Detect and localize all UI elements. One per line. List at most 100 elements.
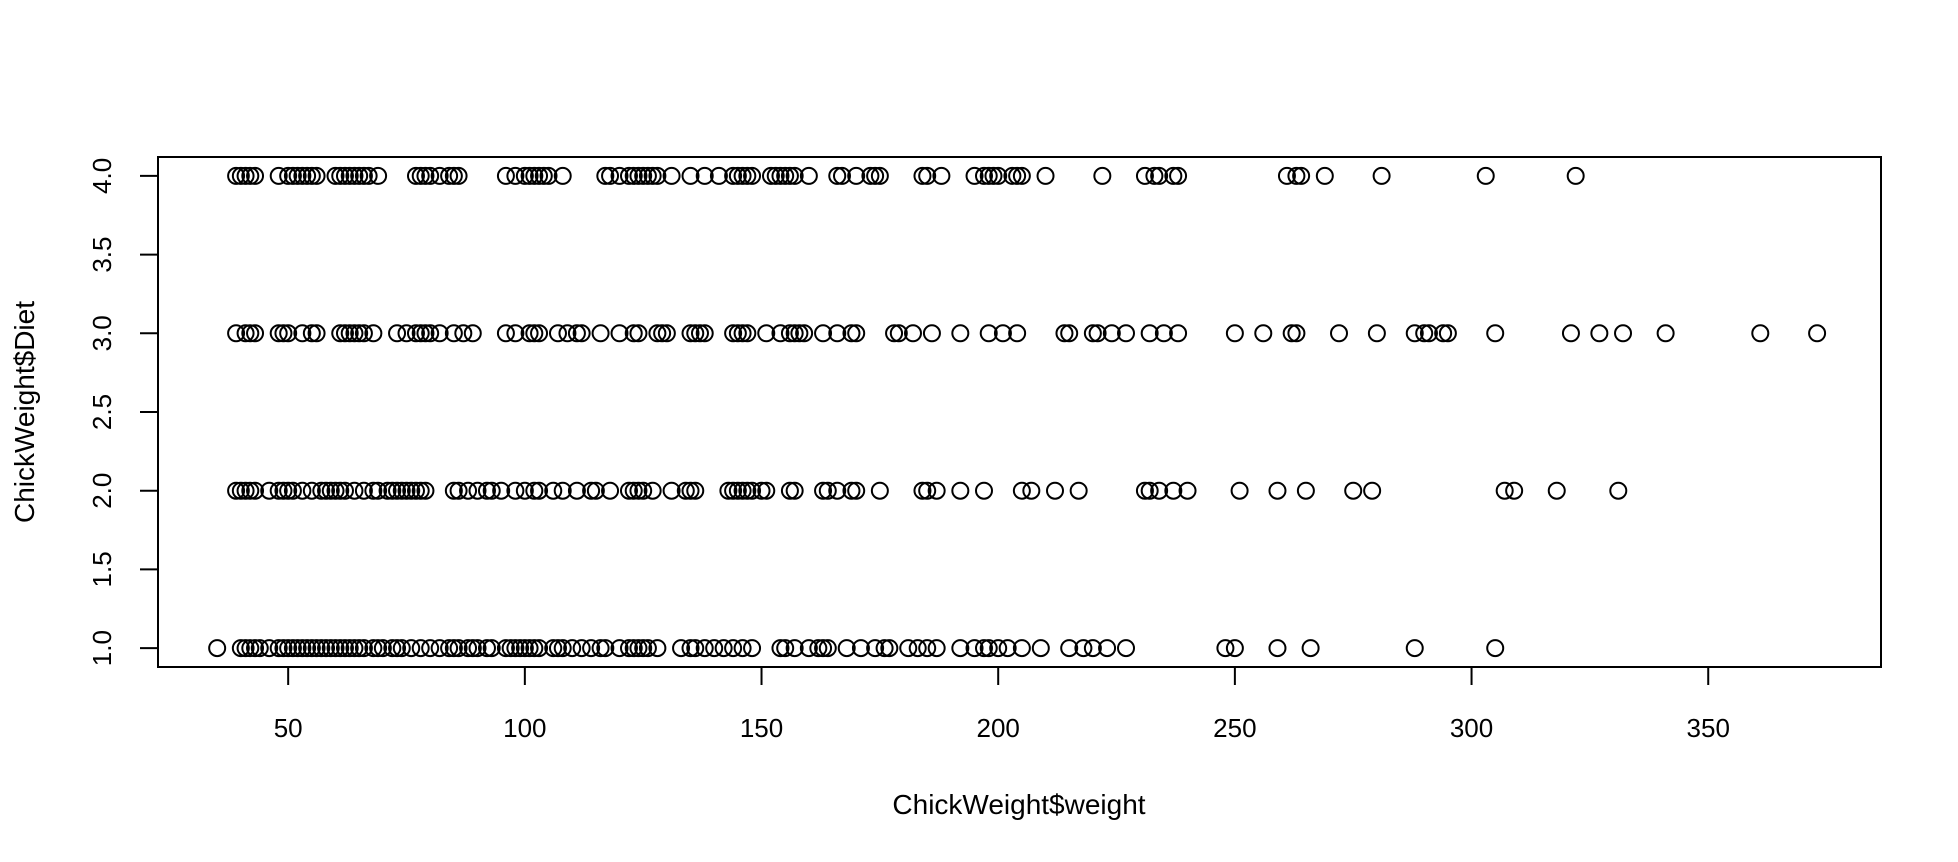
data-point	[1164, 166, 1183, 185]
data-point	[842, 324, 861, 343]
data-point	[913, 481, 932, 500]
data-point	[634, 166, 653, 185]
data-point	[638, 639, 657, 658]
data-point	[236, 481, 255, 500]
data-point	[601, 166, 620, 185]
data-point	[724, 166, 743, 185]
data-point	[1419, 324, 1438, 343]
data-point	[388, 324, 407, 343]
data-point	[302, 639, 321, 658]
data-point	[1405, 324, 1424, 343]
data-point	[1363, 481, 1382, 500]
data-point	[681, 639, 700, 658]
data-point	[274, 481, 293, 500]
data-point	[421, 639, 440, 658]
data-point	[539, 166, 558, 185]
data-point	[814, 639, 833, 658]
data-point	[648, 324, 667, 343]
data-point	[350, 166, 369, 185]
x-tick-label: 150	[740, 713, 783, 743]
data-point	[482, 639, 501, 658]
data-point	[454, 324, 473, 343]
data-point	[293, 166, 312, 185]
data-point	[444, 166, 463, 185]
data-point	[1036, 166, 1055, 185]
data-point	[1046, 481, 1065, 500]
data-point	[733, 481, 752, 500]
data-point	[548, 639, 567, 658]
data-point	[686, 481, 705, 500]
data-point	[908, 639, 927, 658]
data-point	[1055, 324, 1074, 343]
data-point	[686, 324, 705, 343]
data-point	[402, 639, 421, 658]
data-point	[875, 639, 894, 658]
data-point	[364, 481, 383, 500]
data-point	[530, 166, 549, 185]
data-point	[662, 166, 681, 185]
data-point	[326, 639, 345, 658]
data-point	[832, 166, 851, 185]
data-point	[288, 166, 307, 185]
data-point	[1031, 639, 1050, 658]
data-point	[241, 324, 260, 343]
data-point	[406, 481, 425, 500]
data-point	[492, 481, 511, 500]
data-point	[312, 481, 331, 500]
data-point	[350, 639, 369, 658]
data-point	[279, 639, 298, 658]
data-point	[913, 166, 932, 185]
data-point	[861, 166, 880, 185]
data-point	[690, 324, 709, 343]
data-point	[369, 166, 388, 185]
data-point	[388, 639, 407, 658]
data-point	[279, 481, 298, 500]
data-point	[1083, 324, 1102, 343]
data-point	[312, 639, 331, 658]
data-point	[444, 639, 463, 658]
data-point	[624, 481, 643, 500]
data-point	[1405, 639, 1424, 658]
data-point	[1117, 324, 1136, 343]
data-point	[610, 166, 629, 185]
data-point	[814, 481, 833, 500]
data-point	[506, 639, 525, 658]
data-point	[406, 324, 425, 343]
data-point	[440, 639, 459, 658]
data-point	[279, 166, 298, 185]
data-point	[340, 639, 359, 658]
data-point	[785, 166, 804, 185]
data-point	[520, 166, 539, 185]
data-point	[1254, 324, 1273, 343]
data-point	[1486, 639, 1505, 658]
data-point	[378, 481, 397, 500]
data-point	[795, 324, 814, 343]
data-point	[624, 324, 643, 343]
data-point	[340, 166, 359, 185]
data-point	[241, 639, 260, 658]
data-point	[260, 639, 279, 658]
data-point	[369, 481, 388, 500]
data-point	[331, 481, 350, 500]
data-point	[269, 324, 288, 343]
data-point	[1008, 166, 1027, 185]
data-point	[416, 324, 435, 343]
data-point	[321, 639, 340, 658]
x-tick-label: 100	[503, 713, 546, 743]
data-point	[979, 166, 998, 185]
data-point	[354, 166, 373, 185]
data-point	[771, 324, 790, 343]
data-point	[643, 481, 662, 500]
data-point	[1140, 324, 1159, 343]
data-point	[965, 166, 984, 185]
data-point	[989, 166, 1008, 185]
data-point	[974, 639, 993, 658]
data-point	[814, 324, 833, 343]
data-point	[269, 166, 288, 185]
data-point	[1012, 166, 1031, 185]
data-point	[530, 324, 549, 343]
data-point	[1012, 481, 1031, 500]
data-point	[657, 324, 676, 343]
data-point	[766, 166, 785, 185]
